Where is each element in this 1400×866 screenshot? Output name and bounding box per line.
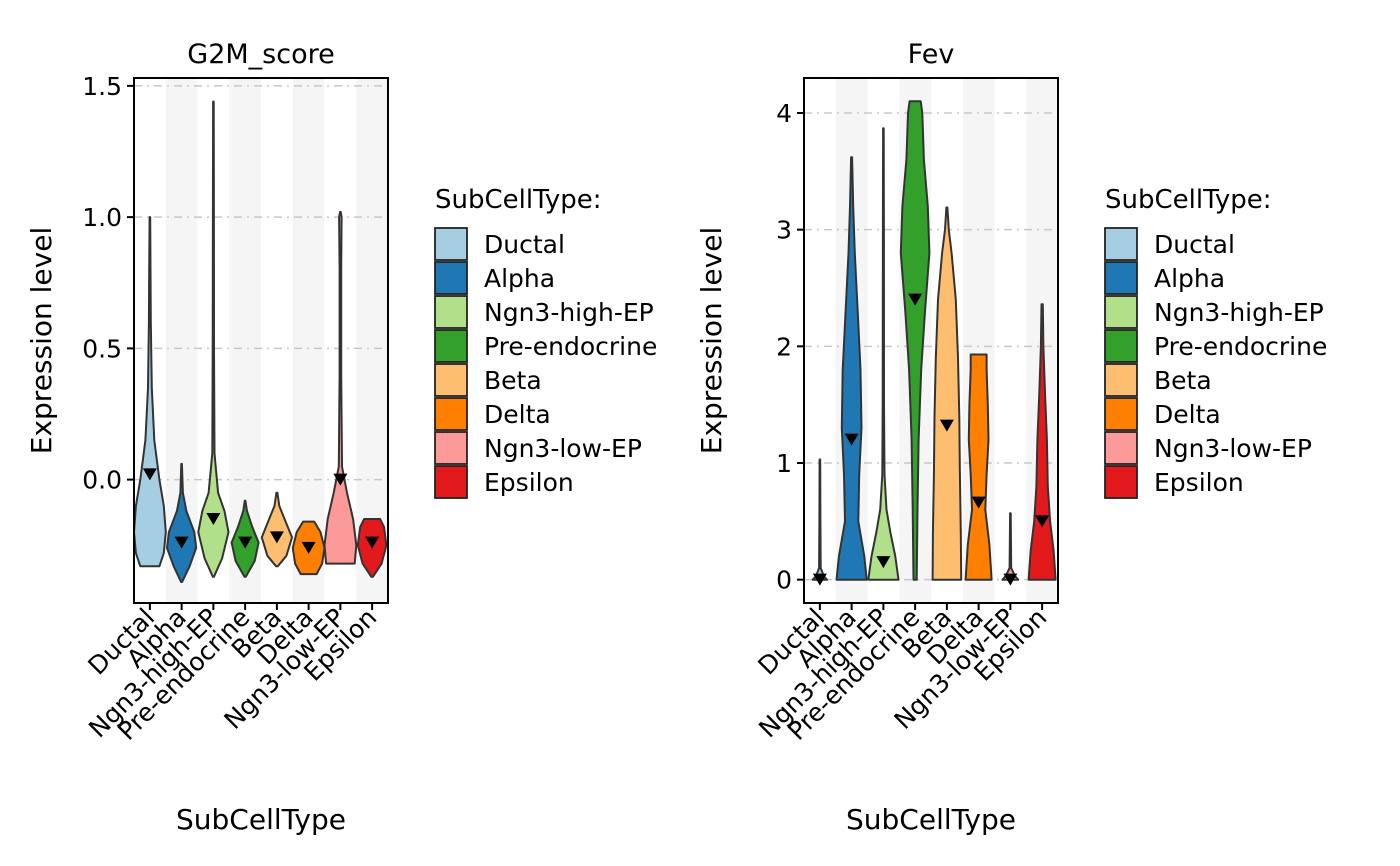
y-tick-label: 1: [776, 449, 792, 478]
legend: SubCellType: Ductal Alpha Ngn3-high-EP Pre-e…: [1104, 185, 1327, 499]
legend-title: SubCellType:: [1105, 185, 1272, 215]
x-axis-label: SubCellType: [846, 803, 1016, 836]
legend-swatch-delta: [434, 397, 468, 431]
y-tick-label: 3: [776, 216, 792, 245]
median-marker-pre-endocrine: [238, 536, 253, 549]
violin-epsilon: [1027, 303, 1057, 581]
median-marker-ductal: [812, 573, 827, 586]
y-tick-label: 4: [776, 99, 792, 128]
y-tick-label: 1.5: [82, 72, 122, 101]
legend-swatch-beta: [1104, 363, 1138, 397]
median-marker-alpha: [844, 433, 859, 446]
legend-swatch-epsilon: [434, 465, 468, 499]
median-marker-beta: [269, 531, 284, 544]
legend-label: Epsilon: [1154, 468, 1244, 497]
chart-panel-1: 0.0 0.5 1.0 1.5 Ductal Alpha Ngn3-high-EP Pre-e…: [25, 39, 657, 836]
violin-ductal: [811, 458, 828, 581]
y-tick-label: 0.0: [82, 466, 122, 495]
plot-frame: [803, 77, 1059, 604]
violin-delta: [964, 353, 993, 581]
legend-label: Ngn3-high-EP: [484, 298, 654, 327]
median-marker-ductal: [142, 468, 157, 481]
legend-swatch-alpha: [1104, 261, 1138, 295]
background-stripe: [356, 78, 388, 603]
legend-label: Epsilon: [484, 468, 574, 497]
median-marker-epsilon: [365, 536, 380, 549]
violin-ngn3-low-ep: [1001, 512, 1020, 581]
violin-pre-endocrine: [899, 100, 931, 581]
chart-title: Fev: [908, 39, 955, 70]
x-axis-label: SubCellType: [176, 803, 346, 836]
legend-swatch-ngn3-low-ep: [1104, 431, 1138, 465]
legend-title: SubCellType:: [435, 185, 602, 215]
y-tick-label: 2: [776, 332, 792, 361]
median-marker-ngn3-low-ep: [333, 473, 348, 486]
median-marker-alpha: [174, 536, 189, 549]
legend-label: Alpha: [1154, 264, 1225, 293]
legend-swatch-ngn3-low-ep: [434, 431, 468, 465]
median-marker-beta: [939, 419, 954, 432]
median-marker-ngn3-high-ep: [876, 556, 891, 569]
legend-label: Beta: [484, 366, 542, 395]
legend-label: Ngn3-high-EP: [1154, 298, 1324, 327]
legend-label: Ductal: [1154, 230, 1235, 259]
legend-label: Delta: [1154, 400, 1221, 429]
median-marker-ngn3-high-ep: [206, 513, 221, 525]
legend-swatch-beta: [434, 363, 468, 397]
legend-swatch-pre-endocrine: [434, 329, 468, 363]
legend-label: Pre-endocrine: [484, 332, 657, 361]
y-tick-label: 1.0: [82, 203, 122, 232]
legend-label: Alpha: [484, 264, 555, 293]
legend-label: Pre-endocrine: [1154, 332, 1327, 361]
plot-frame: [133, 77, 389, 604]
median-marker-epsilon: [1035, 515, 1050, 528]
background-stripe: [292, 78, 325, 603]
legend-swatch-pre-endocrine: [1104, 329, 1138, 363]
violin-ngn3-low-ep: [323, 210, 358, 565]
legend-swatch-delta: [1104, 397, 1138, 431]
violin-beta: [931, 206, 963, 581]
legend-swatch-ductal: [434, 227, 468, 261]
violin-alpha: [166, 462, 198, 583]
legend-swatch-alpha: [434, 261, 468, 295]
legend-swatch-ductal: [1104, 227, 1138, 261]
legend-label: Ngn3-low-EP: [484, 434, 642, 463]
legend-swatch-ngn3-high-ep: [1104, 295, 1138, 329]
legend-label: Delta: [484, 400, 551, 429]
y-tick-label: 0.5: [82, 334, 122, 363]
legend-swatch-epsilon: [1104, 465, 1138, 499]
violin-ductal: [133, 216, 167, 568]
y-axis-label: Expression level: [695, 227, 728, 454]
legend-swatch-ngn3-high-ep: [434, 295, 468, 329]
median-marker-ngn3-low-ep: [1003, 573, 1018, 586]
y-tick-label: 0: [776, 566, 792, 595]
y-axis-label: Expression level: [25, 227, 58, 454]
legend-label: Ngn3-low-EP: [1154, 434, 1312, 463]
violin-ngn3-high-ep: [867, 127, 900, 581]
violin-alpha: [835, 156, 868, 581]
legend: SubCellType: Ductal Alpha Ngn3-high-EP Pre-e…: [434, 185, 657, 499]
legend-label: Ductal: [484, 230, 565, 259]
median-marker-delta: [301, 541, 316, 554]
chart-title: G2M_score: [187, 39, 334, 70]
median-marker-delta: [971, 496, 986, 509]
violin-ngn3-high-ep: [197, 100, 230, 578]
chart-panel-2: 0 1 2 3 4 Ductal Alpha Ngn3-high-EP Pre-endocrin…: [695, 39, 1327, 836]
median-marker-pre-endocrine: [908, 293, 923, 306]
legend-label: Beta: [1154, 366, 1212, 395]
violin-beta: [260, 491, 293, 568]
